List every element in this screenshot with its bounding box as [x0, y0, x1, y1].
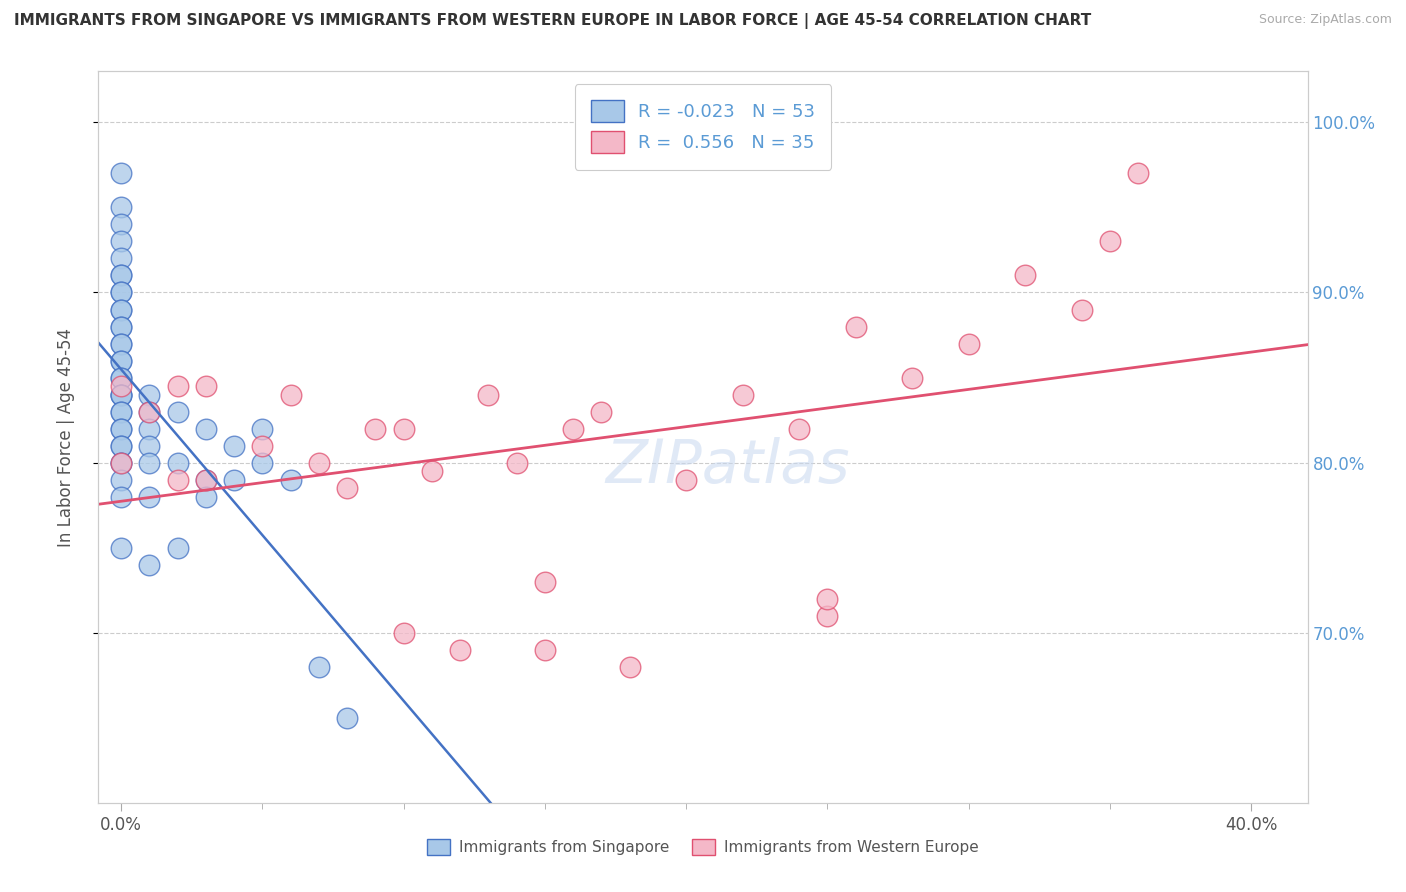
Point	[280, 387, 302, 401]
Point	[110, 439, 132, 453]
Point	[138, 404, 160, 418]
Point	[619, 659, 641, 673]
Point	[110, 252, 132, 266]
Point	[110, 490, 132, 504]
Point	[1014, 268, 1036, 283]
Point	[110, 166, 132, 180]
Point	[110, 456, 132, 470]
Legend: Immigrants from Singapore, Immigrants from Western Europe: Immigrants from Singapore, Immigrants fr…	[420, 833, 986, 861]
Point	[957, 336, 980, 351]
Point	[787, 421, 810, 435]
Point	[110, 336, 132, 351]
Point	[138, 439, 160, 453]
Point	[505, 456, 527, 470]
Point	[110, 541, 132, 555]
Point	[308, 456, 330, 470]
Point	[110, 421, 132, 435]
Point	[194, 473, 217, 487]
Point	[533, 574, 555, 589]
Point	[110, 302, 132, 317]
Point	[110, 285, 132, 300]
Point	[166, 456, 188, 470]
Point	[1098, 235, 1121, 249]
Point	[1070, 302, 1092, 317]
Point	[138, 387, 160, 401]
Point	[194, 473, 217, 487]
Point	[138, 404, 160, 418]
Point	[110, 456, 132, 470]
Point	[110, 456, 132, 470]
Point	[110, 439, 132, 453]
Point	[562, 421, 585, 435]
Point	[194, 490, 217, 504]
Point	[110, 353, 132, 368]
Point	[110, 370, 132, 384]
Point	[138, 456, 160, 470]
Point	[591, 404, 613, 418]
Point	[110, 268, 132, 283]
Point	[252, 421, 274, 435]
Y-axis label: In Labor Force | Age 45-54: In Labor Force | Age 45-54	[56, 327, 75, 547]
Text: Source: ZipAtlas.com: Source: ZipAtlas.com	[1258, 13, 1392, 27]
Point	[336, 711, 359, 725]
Point	[110, 353, 132, 368]
Point	[252, 439, 274, 453]
Point	[222, 439, 245, 453]
Point	[138, 490, 160, 504]
Point	[449, 642, 471, 657]
Point	[336, 481, 359, 495]
Point	[166, 379, 188, 393]
Point	[222, 473, 245, 487]
Point	[392, 421, 415, 435]
Point	[110, 302, 132, 317]
Point	[1126, 166, 1149, 180]
Point	[364, 421, 387, 435]
Point	[731, 387, 754, 401]
Point	[533, 642, 555, 657]
Point	[477, 387, 499, 401]
Point	[110, 235, 132, 249]
Point	[110, 218, 132, 232]
Point	[110, 336, 132, 351]
Point	[815, 591, 838, 606]
Point	[675, 473, 697, 487]
Point	[110, 473, 132, 487]
Point	[280, 473, 302, 487]
Text: ZIPatlas: ZIPatlas	[605, 437, 849, 496]
Point	[110, 404, 132, 418]
Point	[110, 421, 132, 435]
Point	[110, 201, 132, 215]
Point	[901, 370, 924, 384]
Point	[110, 370, 132, 384]
Point	[110, 285, 132, 300]
Text: IMMIGRANTS FROM SINGAPORE VS IMMIGRANTS FROM WESTERN EUROPE IN LABOR FORCE | AGE: IMMIGRANTS FROM SINGAPORE VS IMMIGRANTS …	[14, 13, 1091, 29]
Point	[110, 319, 132, 334]
Point	[194, 379, 217, 393]
Point	[138, 421, 160, 435]
Point	[252, 456, 274, 470]
Point	[166, 541, 188, 555]
Point	[110, 404, 132, 418]
Point	[138, 558, 160, 572]
Point	[110, 268, 132, 283]
Point	[110, 319, 132, 334]
Point	[845, 319, 868, 334]
Point	[110, 379, 132, 393]
Point	[308, 659, 330, 673]
Point	[166, 473, 188, 487]
Point	[166, 404, 188, 418]
Point	[110, 387, 132, 401]
Point	[392, 625, 415, 640]
Point	[110, 387, 132, 401]
Point	[815, 608, 838, 623]
Point	[420, 464, 443, 478]
Point	[194, 421, 217, 435]
Point	[110, 387, 132, 401]
